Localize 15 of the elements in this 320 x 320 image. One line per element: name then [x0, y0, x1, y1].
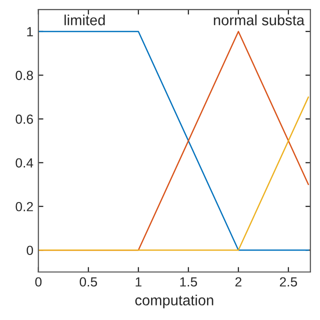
y-tick-label: 0.8 — [16, 70, 33, 80]
y-tick-label: 1 — [27, 27, 33, 36]
x-tick-label: 2 — [235, 277, 242, 286]
y-tick-label: 0.4 — [16, 158, 34, 168]
x-tick-label: 1 — [136, 277, 142, 286]
annotation: normal substa — [214, 14, 305, 26]
x-tick-label: 2.5 — [280, 277, 298, 287]
y-tick-label: 0 — [26, 246, 34, 256]
annotation: limited — [64, 14, 105, 26]
x-tick-label: 0.5 — [80, 277, 98, 287]
x-tick-label: 1.5 — [180, 277, 198, 287]
x-axis-title: computation — [135, 294, 214, 308]
x-tick-label: 0 — [35, 277, 42, 287]
y-tick-label: 0.6 — [16, 114, 33, 124]
y-tick-label: 0.2 — [16, 202, 33, 212]
